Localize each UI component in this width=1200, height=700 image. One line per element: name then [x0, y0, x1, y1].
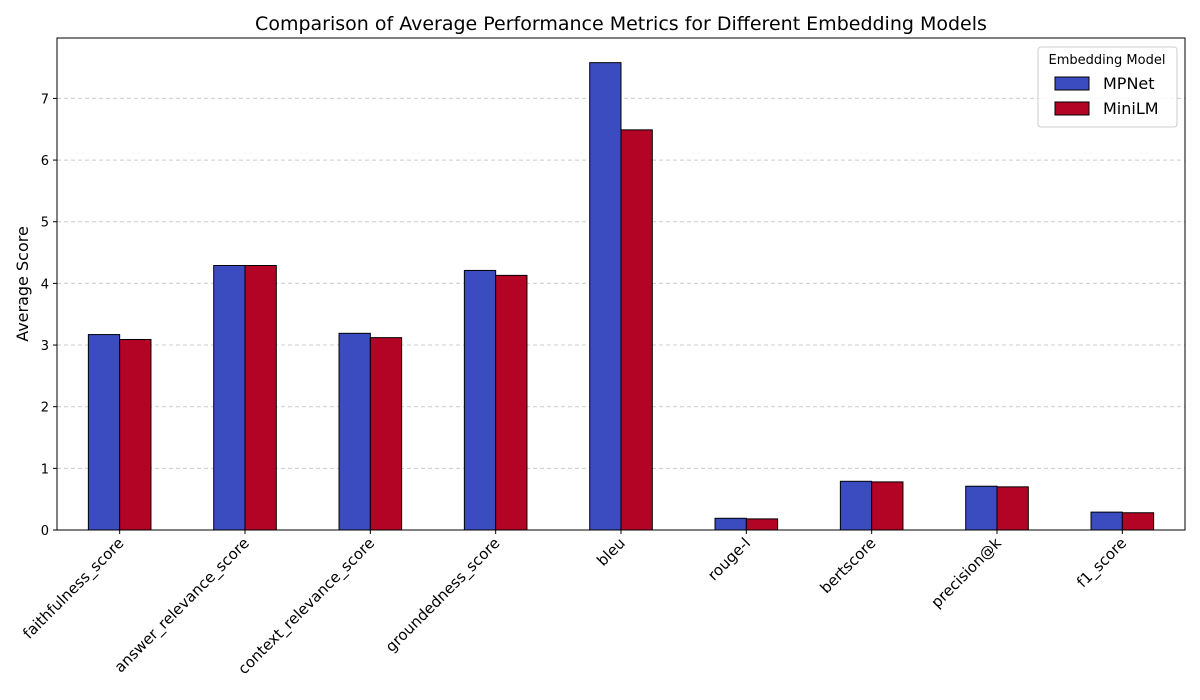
- bar-minilm-groundedness-score: [495, 274, 528, 531]
- legend-title: Embedding Model: [1049, 53, 1166, 68]
- bar-minilm-precision-k: [996, 486, 1029, 531]
- bar-minilm-faithfulness-score: [119, 338, 152, 531]
- x-axis: faithfulness_scoreanswer_relevance_score…: [19, 530, 1131, 679]
- y-tick-label: 1: [41, 462, 49, 477]
- y-tick-label: 2: [41, 401, 49, 416]
- x-tick-label: rouge-l: [704, 534, 754, 584]
- bar-mpnet-groundedness-score: [463, 269, 497, 531]
- bar-mpnet-rouge-l: [714, 517, 747, 531]
- x-tick-label: bertscore: [816, 534, 879, 597]
- legend-swatch-minilm: [1054, 101, 1090, 116]
- bar-mpnet-answer-relevance-score: [213, 265, 246, 531]
- y-tick-label: 6: [41, 154, 49, 169]
- y-tick-label: 5: [41, 216, 49, 231]
- bar-minilm-rouge-l: [745, 518, 779, 531]
- legend: Embedding Model MPNet MiniLM: [1037, 46, 1178, 128]
- y-axis-label: Average Score: [13, 226, 32, 342]
- bar-minilm-f1-score: [1121, 512, 1155, 531]
- y-tick-label: 3: [41, 339, 49, 354]
- bar-minilm-answer-relevance-score: [244, 265, 277, 531]
- legend-items: MPNet MiniLM: [1054, 74, 1159, 118]
- bar-minilm-context-relevance-score: [369, 337, 403, 531]
- legend-swatch-mpnet: [1054, 76, 1090, 91]
- x-tick-label: context_relevance_score: [234, 534, 379, 679]
- y-tick-label: 4: [41, 277, 49, 292]
- bar-mpnet-precision-k: [965, 485, 998, 531]
- y-axis: 0 1 2 3 4 5 6 7: [41, 92, 57, 539]
- bar-minilm-bleu: [620, 129, 653, 531]
- grid-lines: [57, 97, 1185, 469]
- bars: [87, 62, 1155, 531]
- bar-minilm-bertscore: [871, 481, 904, 531]
- bar-mpnet-context-relevance-score: [338, 332, 371, 531]
- bar-mpnet-f1-score: [1090, 511, 1123, 531]
- x-tick-label: precision@k: [927, 534, 1005, 612]
- y-tick-label: 0: [41, 524, 49, 539]
- bar-mpnet-bertscore: [839, 480, 873, 531]
- legend-label-minilm: MiniLM: [1103, 99, 1159, 118]
- bar-mpnet-bleu: [589, 62, 622, 531]
- x-tick-label: answer_relevance_score: [111, 534, 254, 677]
- x-tick-label: f1_score: [1073, 534, 1131, 592]
- chart-title: Comparison of Average Performance Metric…: [255, 13, 987, 35]
- x-tick-label: groundedness_score: [382, 534, 504, 656]
- legend-label-mpnet: MPNet: [1103, 74, 1155, 93]
- x-tick-label: bleu: [593, 534, 629, 570]
- bar-mpnet-faithfulness-score: [87, 334, 121, 531]
- y-tick-label: 7: [41, 92, 49, 107]
- x-tick-label: faithfulness_score: [19, 534, 128, 643]
